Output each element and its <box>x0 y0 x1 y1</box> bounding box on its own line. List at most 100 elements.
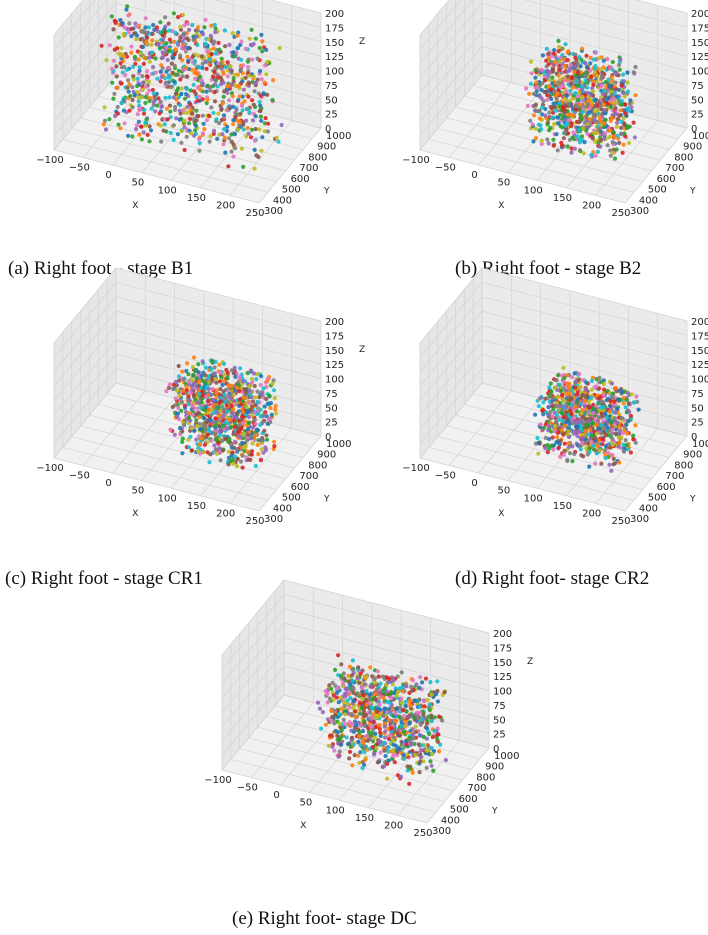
scatter-point <box>245 370 250 376</box>
scatter-point <box>555 435 560 440</box>
scatter-point <box>339 673 344 678</box>
scatter-point <box>365 738 370 743</box>
scatter-point <box>225 74 230 79</box>
scatter-point <box>246 420 251 425</box>
scatter-point <box>237 119 242 125</box>
scatter-point <box>251 74 256 79</box>
x-tick-label: 50 <box>131 486 144 497</box>
scatter-point <box>565 458 570 463</box>
scatter-point <box>150 87 155 93</box>
scatter-point <box>216 61 221 66</box>
grid-line-x <box>624 435 688 512</box>
scatter-point <box>170 386 176 392</box>
scatter-point <box>594 79 600 84</box>
scatter-point <box>240 399 245 404</box>
scatter-point <box>122 64 127 70</box>
scatter-point <box>222 89 227 94</box>
scatter-point <box>260 49 265 54</box>
scatter-point <box>584 70 589 75</box>
scatter-point <box>631 433 636 438</box>
scatter-point <box>608 445 613 450</box>
scatter-point <box>557 68 562 73</box>
grid-line-z <box>115 267 322 322</box>
scatter-point <box>201 121 206 126</box>
scatter-point <box>533 126 538 131</box>
scatter-point <box>575 70 581 76</box>
scatter-point <box>247 389 252 394</box>
scatter-point <box>581 151 586 156</box>
scatter-point <box>166 21 171 26</box>
scatter-point <box>543 435 548 441</box>
x-tick-label: −100 <box>36 463 63 474</box>
scatter-point <box>255 56 260 61</box>
scatter-point <box>629 105 634 110</box>
scatter-point <box>114 64 119 69</box>
scatter-point <box>552 59 558 64</box>
y-tick-label: 500 <box>648 185 667 196</box>
scatter-point <box>589 378 594 384</box>
scatter-point <box>226 400 231 405</box>
scatter-point <box>138 95 143 100</box>
scatter-point <box>608 404 613 409</box>
scatter-point <box>589 387 594 392</box>
scatter-point <box>184 92 189 97</box>
x-tick-label: −50 <box>69 471 90 482</box>
scatter-point <box>410 748 415 754</box>
scatter-point <box>221 142 226 147</box>
scatter-point <box>222 28 227 33</box>
scatter-point <box>335 730 340 735</box>
scatter-point <box>603 433 608 438</box>
scatter-point <box>408 706 413 711</box>
y-axis-label: Y <box>491 807 498 817</box>
scatter-point <box>265 59 270 65</box>
scatter-point <box>384 689 389 694</box>
scatter-point <box>111 58 116 63</box>
grid-line-z <box>283 622 490 677</box>
scatter-point <box>360 728 366 734</box>
scatter-point <box>556 426 561 431</box>
scatter-point <box>622 123 627 128</box>
scatter-point <box>130 97 135 103</box>
scatter-point <box>360 686 365 691</box>
scatter-point <box>633 93 638 98</box>
z-tick-label: 0 <box>325 432 331 443</box>
scatter-point <box>261 386 266 391</box>
scatter-point <box>572 451 577 457</box>
scatter-point <box>273 403 278 408</box>
scatter-point <box>209 367 214 372</box>
scatter-point <box>621 116 626 121</box>
scatter-point <box>221 71 226 76</box>
scatter-point <box>186 372 191 377</box>
scatter-point <box>410 688 415 693</box>
scatter-point <box>401 730 407 735</box>
scatter-point <box>181 67 186 72</box>
scatter-point <box>186 379 191 384</box>
scatter-point <box>243 75 248 80</box>
scatter-point <box>255 399 260 404</box>
scatter-point <box>569 428 574 433</box>
scatter-point <box>566 441 571 446</box>
scatter-point <box>240 421 245 426</box>
scatter-point <box>572 371 577 376</box>
scatter-point <box>149 106 154 111</box>
scatter-point <box>533 75 538 80</box>
scatter-point <box>531 139 536 144</box>
scatter-point <box>610 78 615 83</box>
scatter-point <box>136 119 141 124</box>
scatter-point <box>336 700 341 705</box>
scatter-point <box>397 747 402 752</box>
grid-line-z <box>53 354 117 430</box>
scatter-point <box>247 73 252 78</box>
scatter-point <box>207 460 212 465</box>
scatter-point <box>595 149 600 154</box>
scatter-point <box>135 76 140 81</box>
panel-c: −100 −50 0 50 100 150 200 250 X 300 400 500 600 700 80… <box>14 267 365 558</box>
scatter-point <box>203 41 208 47</box>
grid-line-z <box>53 368 117 444</box>
scatter-point <box>200 389 205 394</box>
scatter-point <box>194 418 199 423</box>
scatter-point <box>215 84 220 89</box>
scatter-point <box>575 433 580 438</box>
scatter-point <box>373 691 378 696</box>
scatter-point <box>151 103 156 108</box>
